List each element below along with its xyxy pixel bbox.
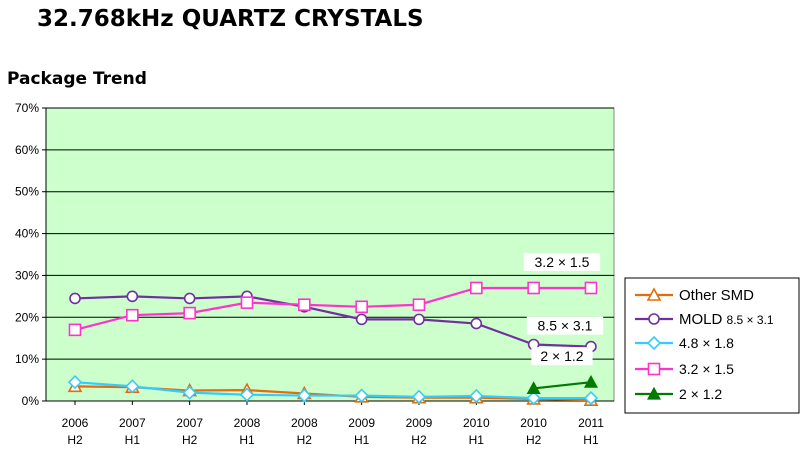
x-tick-label: 2007 H1 — [119, 416, 146, 447]
data-point — [126, 308, 139, 322]
data-point — [584, 281, 598, 295]
legend-label: MOLD 8.5 × 3.1 — [679, 311, 774, 328]
x-tick-label: 2009 H2 — [406, 416, 433, 447]
series-line — [74, 381, 591, 400]
data-point — [125, 379, 140, 394]
data-point — [239, 387, 255, 402]
x-tick-label: 2010 H2 — [520, 416, 547, 447]
data-point — [354, 388, 369, 403]
data-point — [355, 313, 368, 326]
data-point — [583, 390, 599, 406]
data-point — [413, 313, 425, 326]
x-tick-label: 2009 H1 — [348, 416, 375, 447]
data-point — [126, 290, 139, 303]
data-point — [183, 292, 196, 305]
x-tick-label: 2010 H1 — [463, 416, 490, 447]
annotation-label: 8.5 × 3.1 — [538, 318, 593, 334]
data-point — [646, 386, 662, 400]
y-tick-label: 0% — [22, 394, 40, 408]
data-point — [411, 389, 427, 404]
data-point — [583, 374, 598, 388]
data-point — [412, 298, 426, 312]
annotation-box — [526, 316, 604, 335]
y-tick-label: 60% — [15, 143, 39, 157]
series-line — [533, 381, 592, 390]
data-point — [527, 281, 540, 295]
legend-label: Other SMD — [679, 287, 754, 304]
y-tick-label: 70% — [15, 101, 39, 115]
annotation-box — [531, 347, 593, 366]
data-point — [526, 381, 541, 395]
legend-label: 4.8 × 1.8 — [679, 335, 734, 351]
series-line — [74, 295, 592, 348]
data-point — [355, 300, 368, 314]
y-tick-label: 40% — [15, 227, 39, 241]
data-point — [183, 306, 196, 320]
series-2-1-2 — [526, 374, 598, 395]
annotation-label: 3.2 × 1.5 — [535, 254, 590, 270]
x-tick-label: 2008 H1 — [234, 416, 261, 447]
x-tick-label: 2006 H2 — [62, 416, 89, 447]
series-3-2-1-5 — [68, 281, 598, 337]
data-point — [470, 281, 483, 295]
annotation-label: 2 × 1.2 — [540, 348, 583, 364]
x-tick-label: 2007 H2 — [176, 416, 203, 447]
data-point — [470, 317, 483, 330]
data-point — [646, 287, 662, 301]
series-4-8-1-8 — [67, 375, 599, 406]
data-point — [646, 335, 662, 351]
data-point — [68, 323, 82, 337]
annotation-box — [523, 252, 601, 271]
y-tick-label: 10% — [15, 352, 39, 366]
y-tick-label: 30% — [15, 268, 39, 282]
data-point — [526, 390, 541, 406]
legend-label: 2 × 1.2 — [679, 386, 722, 402]
legend-label: 3.2 × 1.5 — [679, 361, 734, 377]
data-point — [69, 292, 81, 305]
data-point — [298, 298, 311, 312]
x-tick-label: 2011 H1 — [578, 416, 604, 447]
data-point — [648, 313, 660, 325]
x-tick-label: 2008 H2 — [291, 416, 318, 447]
main-title: 32.768kHz QUARTZ CRYSTALS — [37, 6, 424, 32]
data-point — [297, 388, 312, 403]
series-line — [74, 286, 591, 331]
plot-area — [45, 107, 615, 402]
data-point — [182, 385, 197, 400]
data-point — [67, 375, 83, 390]
data-point — [240, 296, 254, 309]
y-tick-label: 50% — [15, 185, 39, 199]
data-point — [469, 388, 484, 404]
chart-subtitle: Package Trend — [7, 69, 147, 89]
data-point — [647, 362, 661, 376]
y-tick-label: 20% — [15, 310, 39, 324]
